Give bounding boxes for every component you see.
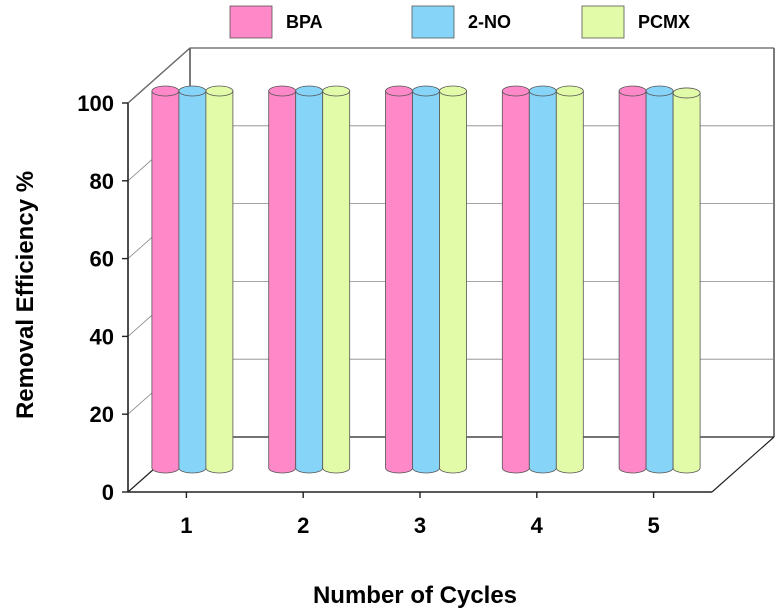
bar (268, 85, 297, 474)
y-tick-label: 80 (90, 169, 114, 194)
legend-label: 2-NO (468, 12, 511, 32)
bar-body (205, 90, 234, 474)
y-tick-label: 100 (77, 91, 114, 116)
floor-right-edge (711, 436, 775, 493)
x-tick-label: 5 (647, 513, 659, 538)
bar-top (178, 85, 207, 97)
bar (672, 87, 701, 474)
bar-body (618, 90, 647, 474)
bar-top (151, 85, 180, 97)
x-tick-label: 1 (180, 513, 192, 538)
bar-body (151, 90, 180, 474)
x-axis-title: Number of Cycles (313, 582, 517, 609)
bar-top (268, 85, 297, 97)
bar-top (672, 87, 701, 99)
bar-body (555, 90, 584, 474)
bar-body (439, 90, 467, 474)
bar-body (672, 92, 701, 474)
y-tick-label: 0 (102, 480, 114, 505)
bar-body (645, 90, 674, 474)
bar-body (501, 90, 530, 474)
bar-top (205, 85, 234, 97)
legend-swatch (411, 5, 455, 39)
x-tick-label: 4 (531, 513, 544, 538)
bar (205, 85, 234, 474)
bar-top (528, 85, 557, 97)
bar-body (528, 90, 557, 474)
bar (439, 85, 467, 474)
x-tick-label: 2 (297, 513, 309, 538)
bar (178, 85, 207, 474)
bar (528, 85, 557, 474)
bar-body (412, 90, 440, 474)
legend-label: BPA (286, 12, 323, 32)
legend-label: PCMX (638, 12, 690, 32)
bars (151, 85, 701, 474)
bar (555, 85, 584, 474)
bar (618, 85, 647, 474)
bar-body (385, 90, 413, 474)
bar (295, 85, 324, 474)
y-tick-label: 20 (90, 402, 114, 427)
bar-top (412, 85, 440, 97)
bar (385, 85, 413, 474)
y-tick-label: 60 (90, 247, 114, 272)
bar (645, 85, 674, 474)
bar-body (178, 90, 207, 474)
bar (412, 85, 440, 474)
bar-top (322, 85, 351, 97)
bar-top (295, 85, 324, 97)
legend: BPA 2-NO PCMX (229, 5, 690, 39)
y-axis-title: Removal Efficiency % (12, 171, 39, 419)
bar-top (439, 85, 467, 97)
bar-body (295, 90, 324, 474)
bar (322, 85, 351, 474)
bar-top (618, 85, 647, 97)
x-tick-label: 3 (414, 513, 426, 538)
bar-top (385, 85, 413, 97)
y-tick-label: 40 (90, 324, 114, 349)
side-gridline (127, 47, 191, 104)
legend-swatch (229, 5, 273, 39)
tick-labels: 0 20 40 60 80 100 1 2 3 4 5 (77, 91, 659, 538)
bar-top (645, 85, 674, 97)
bar (151, 85, 180, 474)
legend-swatch (581, 5, 625, 39)
bar-body (322, 90, 351, 474)
bar (501, 85, 530, 474)
bar-top (501, 85, 530, 97)
bar-body (268, 90, 297, 474)
bar-top (555, 85, 584, 97)
